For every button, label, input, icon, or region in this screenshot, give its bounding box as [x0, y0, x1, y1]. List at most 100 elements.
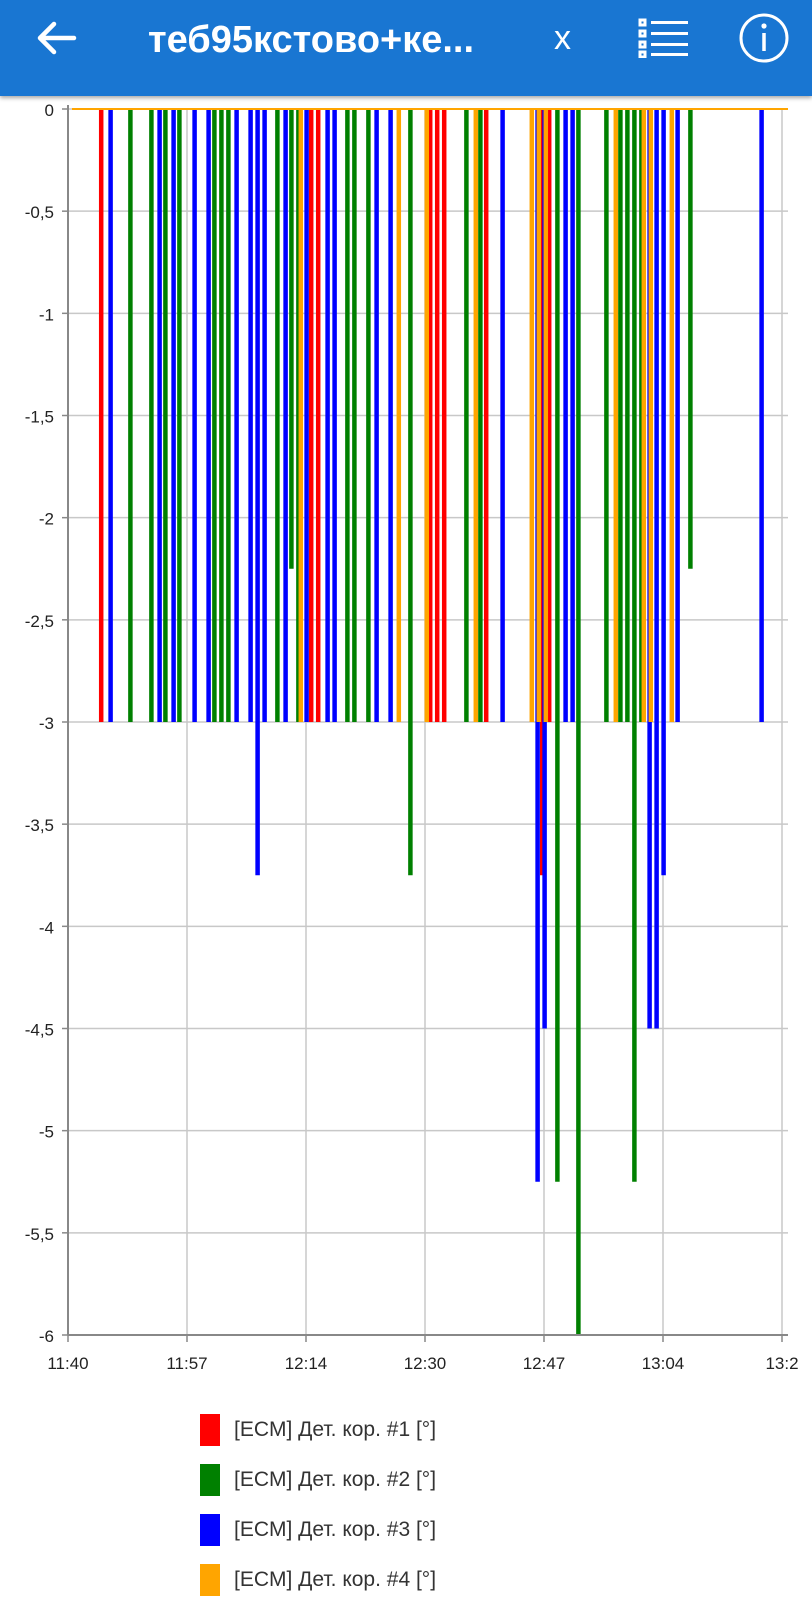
x-tick-label: 11:57 [166, 1354, 207, 1373]
bar [613, 109, 619, 722]
bar [219, 109, 224, 722]
bar [98, 109, 104, 722]
bar [234, 109, 239, 722]
bar [366, 109, 371, 722]
legend-item: [ECM] Дет. кор. #1 [°] [200, 1405, 436, 1455]
bar [315, 109, 321, 722]
bar [483, 109, 489, 722]
legend-swatch [200, 1514, 220, 1546]
x-tick-label: 13:2 [765, 1354, 798, 1373]
bar [163, 109, 168, 722]
x-tick-label: 11:40 [47, 1354, 88, 1373]
chart-bars [72, 108, 788, 1335]
y-tick-label: -3,5 [25, 816, 54, 835]
x-tick-label: 12:30 [404, 1354, 447, 1373]
x-tick-label: 12:47 [523, 1354, 566, 1373]
legend-item: [ECM] Дет. кор. #3 [°] [200, 1505, 436, 1555]
y-tick-label: -1 [39, 305, 54, 324]
bar [604, 109, 609, 722]
bar [434, 109, 440, 722]
bar [500, 109, 505, 722]
bar [171, 109, 176, 722]
bar [298, 109, 304, 722]
bar [248, 109, 253, 722]
bar [669, 109, 675, 722]
bar [388, 109, 393, 722]
y-tick-label: -0,5 [25, 203, 54, 222]
legend-swatch [200, 1414, 220, 1446]
bar [283, 109, 288, 722]
bar [345, 109, 350, 722]
y-tick-label: -1,5 [25, 408, 54, 427]
bar [427, 109, 433, 722]
legend-label: [ECM] Дет. кор. #3 [°] [234, 1518, 437, 1541]
bar [206, 109, 211, 722]
y-tick-label: -4 [39, 918, 54, 937]
bar [543, 109, 549, 722]
bar [478, 109, 483, 722]
bar [661, 109, 666, 876]
x-tick-label: 13:04 [642, 1354, 685, 1373]
bar [648, 109, 654, 722]
legend-swatch [200, 1564, 220, 1596]
bar [464, 109, 469, 722]
legend-label: [ECM] Дет. кор. #4 [°] [234, 1568, 437, 1591]
y-tick-label: 0 [45, 101, 54, 120]
bar [546, 109, 552, 722]
bar [374, 109, 379, 722]
y-tick-label: -6 [39, 1327, 54, 1346]
legend-item: [ECM] Дет. кор. #2 [°] [200, 1455, 436, 1505]
bar [275, 109, 280, 722]
list-checklist-icon[interactable] [638, 18, 690, 58]
bar [641, 109, 647, 722]
bar [555, 109, 560, 1182]
bar [618, 109, 623, 722]
arrow-left-icon[interactable] [34, 16, 78, 60]
bar [632, 109, 637, 1182]
bar [441, 109, 447, 722]
bar [157, 109, 162, 722]
bar [255, 109, 260, 876]
y-tick-label: -2 [39, 510, 54, 529]
bar [212, 109, 217, 722]
legend: [ECM] Дет. кор. #1 [°] [ECM] Дет. кор. #… [200, 1405, 436, 1605]
info-circle-icon[interactable] [738, 12, 790, 64]
bar [675, 109, 680, 722]
bar [128, 109, 133, 722]
bar [536, 109, 542, 722]
bar [108, 109, 113, 722]
bar [408, 109, 413, 876]
chart: 0 -0,5 -1 -1,5 -2 -2,5 -3 -3,5 -4 -4,5 -5 -5,5 -6 11… [25, 101, 799, 1373]
bar [539, 109, 545, 876]
bar [396, 109, 402, 722]
bar [262, 109, 267, 722]
bar [325, 109, 330, 722]
bar [688, 109, 693, 569]
bar [759, 109, 764, 722]
page-title: теб95кстово+ке... [148, 19, 475, 61]
bar [654, 109, 659, 1029]
y-tick-label: -3 [39, 714, 54, 733]
bar [352, 109, 357, 722]
close-button[interactable]: x [554, 19, 571, 57]
chart-axes [62, 105, 788, 1342]
bar [289, 109, 294, 569]
bar [304, 109, 309, 722]
bar [639, 109, 644, 722]
y-tick-label: -5 [39, 1123, 54, 1142]
bar [563, 109, 568, 722]
bar [424, 109, 430, 722]
legend-label: [ECM] Дет. кор. #1 [°] [234, 1418, 437, 1441]
y-tick-labels: 0 -0,5 -1 -1,5 -2 -2,5 -3 -3,5 -4 -4,5 -5 -5,5 -6 [25, 101, 54, 1346]
legend-swatch [200, 1464, 220, 1496]
bar [149, 109, 154, 722]
bar [177, 109, 182, 722]
bar [332, 109, 337, 722]
legend-item: [ECM] Дет. кор. #4 [°] [200, 1555, 436, 1605]
app-bar: теб95кстово+ке... x [0, 0, 812, 96]
y-tick-label: -4,5 [25, 1021, 54, 1040]
y-tick-label: -2,5 [25, 612, 54, 631]
bar [625, 109, 630, 722]
bar [296, 109, 301, 722]
bar [192, 109, 197, 722]
